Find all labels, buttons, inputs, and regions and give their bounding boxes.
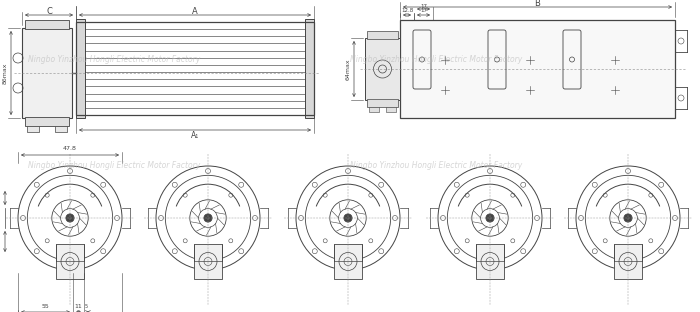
Bar <box>22 28 72 118</box>
Text: 17: 17 <box>421 3 428 8</box>
Circle shape <box>486 214 494 222</box>
Text: 55: 55 <box>41 305 50 310</box>
Bar <box>25 117 69 126</box>
Bar <box>365 38 400 100</box>
Text: 12.8: 12.8 <box>401 8 413 13</box>
Text: 5: 5 <box>85 305 88 310</box>
Text: Ningbo Yinzhou Hongli Electric Motor Factory: Ningbo Yinzhou Hongli Electric Motor Fac… <box>350 55 522 64</box>
Bar <box>367 31 398 39</box>
Circle shape <box>344 214 352 222</box>
Bar <box>55 126 67 132</box>
Circle shape <box>204 214 212 222</box>
Text: C: C <box>46 7 52 16</box>
Text: Ningbo Yinzhou Hongli Electric Motor Factory: Ningbo Yinzhou Hongli Electric Motor Fac… <box>28 55 200 64</box>
Text: B: B <box>535 0 540 7</box>
Text: A₁: A₁ <box>191 130 199 139</box>
Text: Ningbo Yinzhou Hongli Electric Motor Factory: Ningbo Yinzhou Hongli Electric Motor Fac… <box>350 161 522 170</box>
Text: 47.8: 47.8 <box>63 147 77 152</box>
Text: 17: 17 <box>421 8 428 13</box>
Bar <box>400 20 675 118</box>
Circle shape <box>66 214 74 222</box>
Bar <box>334 244 362 279</box>
Bar <box>305 19 314 118</box>
Text: 64max: 64max <box>346 58 351 80</box>
Bar <box>386 107 396 112</box>
Bar <box>27 126 39 132</box>
Bar <box>194 244 222 279</box>
Bar <box>367 99 398 107</box>
Text: 86max: 86max <box>3 62 8 84</box>
Bar <box>25 20 69 29</box>
Circle shape <box>624 214 632 222</box>
Text: 11: 11 <box>75 305 83 310</box>
Bar <box>476 244 504 279</box>
Bar <box>56 244 84 279</box>
Bar <box>76 19 85 118</box>
Bar <box>369 107 379 112</box>
Bar <box>76 22 314 115</box>
Text: A: A <box>192 7 198 16</box>
Text: Ningbo Yinzhou Hongli Electric Motor Factory: Ningbo Yinzhou Hongli Electric Motor Fac… <box>28 161 200 170</box>
Bar <box>614 244 642 279</box>
